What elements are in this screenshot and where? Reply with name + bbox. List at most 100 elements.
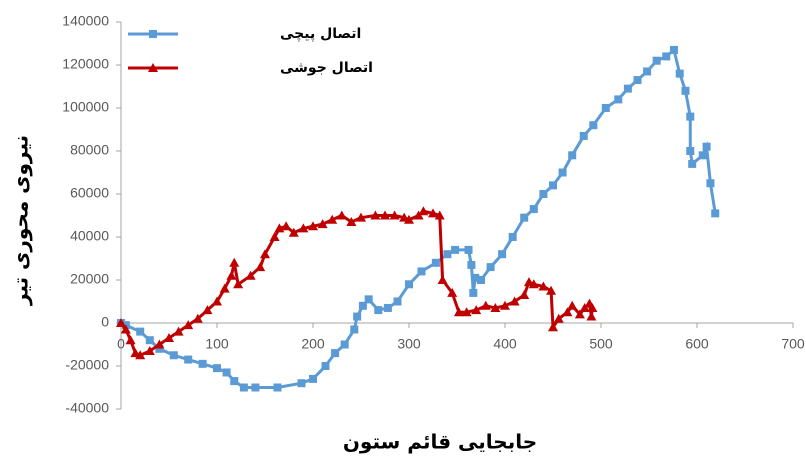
data-point [251, 383, 260, 392]
data-point [579, 131, 588, 140]
data-point [469, 288, 478, 297]
y-tick-label: 0 [101, 314, 109, 330]
data-point [155, 344, 164, 353]
data-point [116, 318, 126, 327]
data-point [340, 340, 349, 349]
x-tick-label: 100 [205, 336, 229, 352]
data-point [164, 333, 174, 343]
data-point [686, 147, 695, 155]
data-point [529, 205, 538, 214]
data-point [154, 339, 165, 349]
data-point [346, 216, 357, 226]
data-point [213, 364, 221, 373]
legend-marker [149, 30, 157, 38]
data-point [350, 325, 359, 334]
data-point [364, 295, 373, 304]
y-tick-label: 40000 [70, 228, 109, 244]
legend-label: اتصال جوشی [280, 60, 373, 76]
data-point [546, 285, 557, 295]
data-point [589, 121, 598, 130]
data-point [393, 297, 402, 306]
data-point [229, 257, 240, 267]
data-point [686, 112, 695, 121]
data-point [260, 249, 270, 259]
data-point [308, 221, 318, 231]
data-point [255, 262, 266, 272]
data-point [443, 250, 452, 259]
data-point [298, 223, 309, 233]
data-point [336, 210, 347, 220]
data-point [202, 305, 213, 315]
data-point [500, 300, 510, 310]
data-point [558, 168, 567, 177]
data-point [356, 212, 366, 222]
data-point [245, 270, 256, 280]
data-point [471, 273, 480, 282]
data-point [358, 301, 367, 310]
data-point [226, 270, 237, 280]
data-point [434, 210, 445, 220]
data-point [601, 104, 610, 112]
data-point [461, 307, 472, 317]
data-point [144, 345, 155, 355]
data-point [520, 213, 529, 222]
data-point [198, 359, 207, 368]
data-point [212, 296, 222, 306]
data-point [702, 142, 711, 151]
y-tick-label: 100000 [62, 99, 109, 115]
y-tick-label: 120000 [62, 56, 109, 72]
x-tick-label: 0 [117, 336, 125, 352]
data-point [681, 86, 690, 95]
data-point [173, 326, 184, 336]
data-point [145, 336, 154, 345]
data-point [219, 283, 230, 293]
data-point [136, 327, 145, 336]
x-tick-label: 700 [781, 336, 805, 352]
data-point [467, 260, 476, 269]
data-point [586, 311, 597, 321]
legend-label: اتصال پیچی [280, 26, 361, 42]
data-point [327, 214, 338, 224]
data-point [643, 67, 652, 76]
data-point [331, 349, 340, 358]
data-point [688, 159, 697, 168]
legend-marker [148, 63, 158, 72]
data-point [574, 309, 585, 319]
data-point [490, 302, 501, 312]
data-point [587, 302, 598, 312]
data-point [230, 377, 239, 386]
data-point [539, 190, 548, 198]
data-point [125, 335, 136, 345]
data-point [380, 210, 390, 220]
data-point [389, 210, 400, 220]
data-point [431, 258, 440, 267]
data-point [508, 233, 517, 241]
data-point [486, 263, 495, 272]
data-point [549, 181, 557, 190]
data-point [273, 383, 282, 392]
data-point [437, 275, 448, 284]
data-point [428, 208, 438, 218]
x-tick-label: 500 [589, 336, 613, 352]
data-point [669, 45, 678, 54]
x-tick-label: 300 [397, 336, 421, 352]
data-point [297, 379, 306, 388]
data-point [417, 267, 426, 276]
data-point [447, 287, 458, 297]
data-point [317, 219, 328, 229]
series-line [120, 47, 717, 389]
data-point [222, 368, 231, 377]
data-point [184, 355, 193, 364]
data-point [633, 76, 642, 85]
data-point [374, 306, 383, 315]
data-point [614, 95, 623, 104]
x-tick-label: 200 [301, 336, 325, 352]
data-point [464, 245, 473, 254]
data-point [183, 320, 194, 330]
data-point [498, 250, 507, 259]
data-point [480, 300, 491, 310]
data-point [553, 313, 564, 323]
data-point [528, 279, 539, 289]
data-point [567, 300, 578, 310]
